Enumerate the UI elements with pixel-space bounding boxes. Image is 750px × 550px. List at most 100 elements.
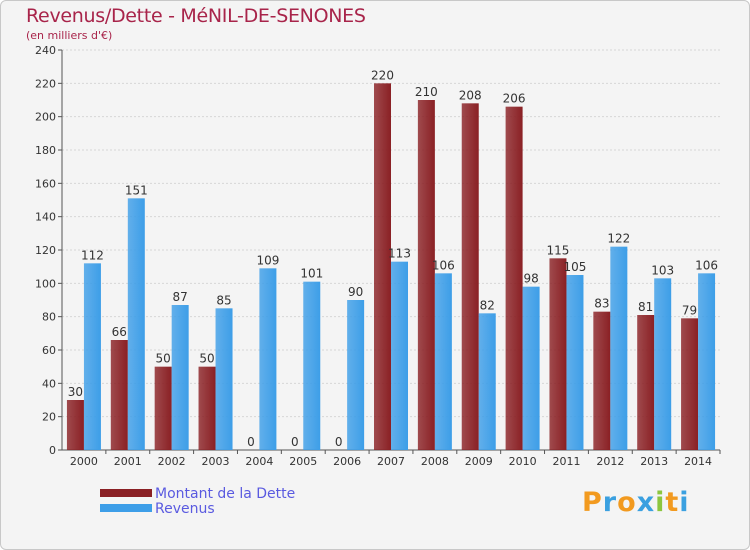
bar-dette	[461, 103, 479, 450]
legend-swatch-dette	[100, 489, 152, 497]
data-label: 87	[173, 290, 188, 304]
bars	[66, 83, 716, 451]
proxiti-logo: Proxiti	[582, 487, 690, 518]
x-tick-label: 2008	[421, 455, 449, 468]
bar-revenus	[566, 275, 584, 450]
bar-dette	[593, 311, 611, 450]
x-tick-label: 2011	[552, 455, 580, 468]
data-label: 109	[256, 253, 279, 267]
bar-revenus	[478, 313, 496, 450]
data-label: 151	[125, 183, 148, 197]
y-tick-label: 20	[42, 411, 56, 424]
x-tick-label: 2010	[509, 455, 537, 468]
chart-title: Revenus/Dette - MéNIL-DE-SENONES	[26, 5, 366, 27]
data-label: 81	[638, 300, 653, 314]
data-label: 0	[335, 435, 343, 449]
x-tick-label: 2000	[70, 455, 98, 468]
legend-label-dette: Montant de la Dette	[155, 486, 296, 502]
data-label: 79	[682, 303, 697, 317]
y-tick-label: 120	[35, 244, 56, 257]
y-tick-label: 180	[35, 144, 56, 157]
x-tick-label: 2009	[465, 455, 493, 468]
bar-revenus	[698, 273, 716, 450]
bar-revenus	[303, 281, 321, 450]
bar-dette	[374, 83, 391, 450]
bar-dette	[154, 366, 172, 450]
bar-dette	[198, 366, 216, 450]
bar-revenus	[171, 305, 189, 450]
data-label: 112	[81, 248, 104, 262]
bar-revenus	[610, 246, 628, 450]
data-label: 98	[523, 272, 538, 286]
data-label: 0	[247, 435, 255, 449]
data-label: 106	[695, 258, 718, 272]
x-tick-label: 2003	[202, 455, 230, 468]
x-tick-label: 2007	[377, 455, 405, 468]
logo-letter: i	[655, 487, 666, 518]
bar-revenus	[522, 286, 540, 450]
y-tick-label: 0	[49, 444, 56, 457]
data-labels: 30 112 66 151 50 87 50 85 0 109 0 101 0 90 220 113 210 10…	[68, 68, 718, 449]
bar-revenus	[391, 261, 408, 450]
data-label: 50	[199, 352, 214, 366]
bar-dette	[66, 400, 84, 450]
logo-letter: i	[679, 487, 690, 518]
bar-revenus	[215, 308, 233, 450]
data-label: 113	[388, 247, 411, 261]
bar-dette	[681, 318, 699, 450]
x-tick-label: 2014	[684, 455, 712, 468]
logo-letter: P	[582, 487, 603, 518]
data-label: 101	[300, 267, 323, 281]
data-label: 0	[291, 435, 299, 449]
bar-dette	[505, 106, 523, 451]
bar-revenus	[259, 268, 277, 450]
data-label: 106	[432, 258, 455, 272]
data-label: 105	[564, 260, 587, 274]
bar-dette	[637, 315, 655, 450]
x-tick-label: 2002	[158, 455, 186, 468]
y-tick-label: 60	[42, 344, 56, 357]
logo-letter: r	[602, 487, 618, 518]
y-tick-label: 200	[35, 111, 56, 124]
data-label: 122	[607, 232, 630, 246]
x-tick-label: 2005	[289, 455, 317, 468]
y-tick-label: 40	[42, 377, 56, 390]
y-tick-label: 160	[35, 177, 56, 190]
data-label: 206	[503, 92, 526, 106]
legend-swatch-revenus	[100, 504, 152, 512]
y-axis-ticks: 0 20 40 60 80 100 120 140 160 180 200 220 240	[35, 44, 56, 457]
y-tick-label: 220	[35, 77, 56, 90]
y-tick-label: 240	[35, 44, 56, 57]
bar-revenus	[83, 263, 101, 450]
y-tick-label: 80	[42, 311, 56, 324]
data-label: 115	[547, 243, 570, 257]
bar-revenus	[654, 278, 672, 450]
bar-revenus	[347, 300, 365, 450]
y-tick-label: 140	[35, 211, 56, 224]
chart-subtitle: (en milliers d'€)	[26, 29, 113, 42]
bar-revenus	[127, 198, 145, 450]
legend-label-revenus: Revenus	[155, 501, 215, 517]
bar-dette	[417, 100, 435, 450]
data-label: 82	[480, 298, 495, 312]
data-label: 66	[112, 325, 127, 339]
logo-letter: x	[636, 487, 656, 518]
bar-revenus	[434, 273, 452, 450]
logo-letter: t	[665, 487, 680, 518]
bar-dette	[110, 340, 128, 450]
data-label: 50	[156, 352, 171, 366]
data-label: 83	[594, 297, 609, 311]
x-tick-label: 2013	[640, 455, 668, 468]
x-axis-ticks: 2000 2001 2002 2003 2004 2005 2006 2007 2008 2009…	[70, 450, 721, 468]
bar-dette	[549, 258, 567, 450]
data-label: 90	[348, 285, 363, 299]
logo-letter: o	[617, 487, 637, 518]
data-label: 220	[371, 68, 394, 82]
data-label: 85	[216, 293, 231, 307]
x-tick-label: 2004	[245, 455, 273, 468]
legend-swatches	[100, 489, 152, 512]
x-tick-label: 2001	[114, 455, 142, 468]
data-label: 103	[651, 263, 674, 277]
y-tick-label: 100	[35, 277, 56, 290]
